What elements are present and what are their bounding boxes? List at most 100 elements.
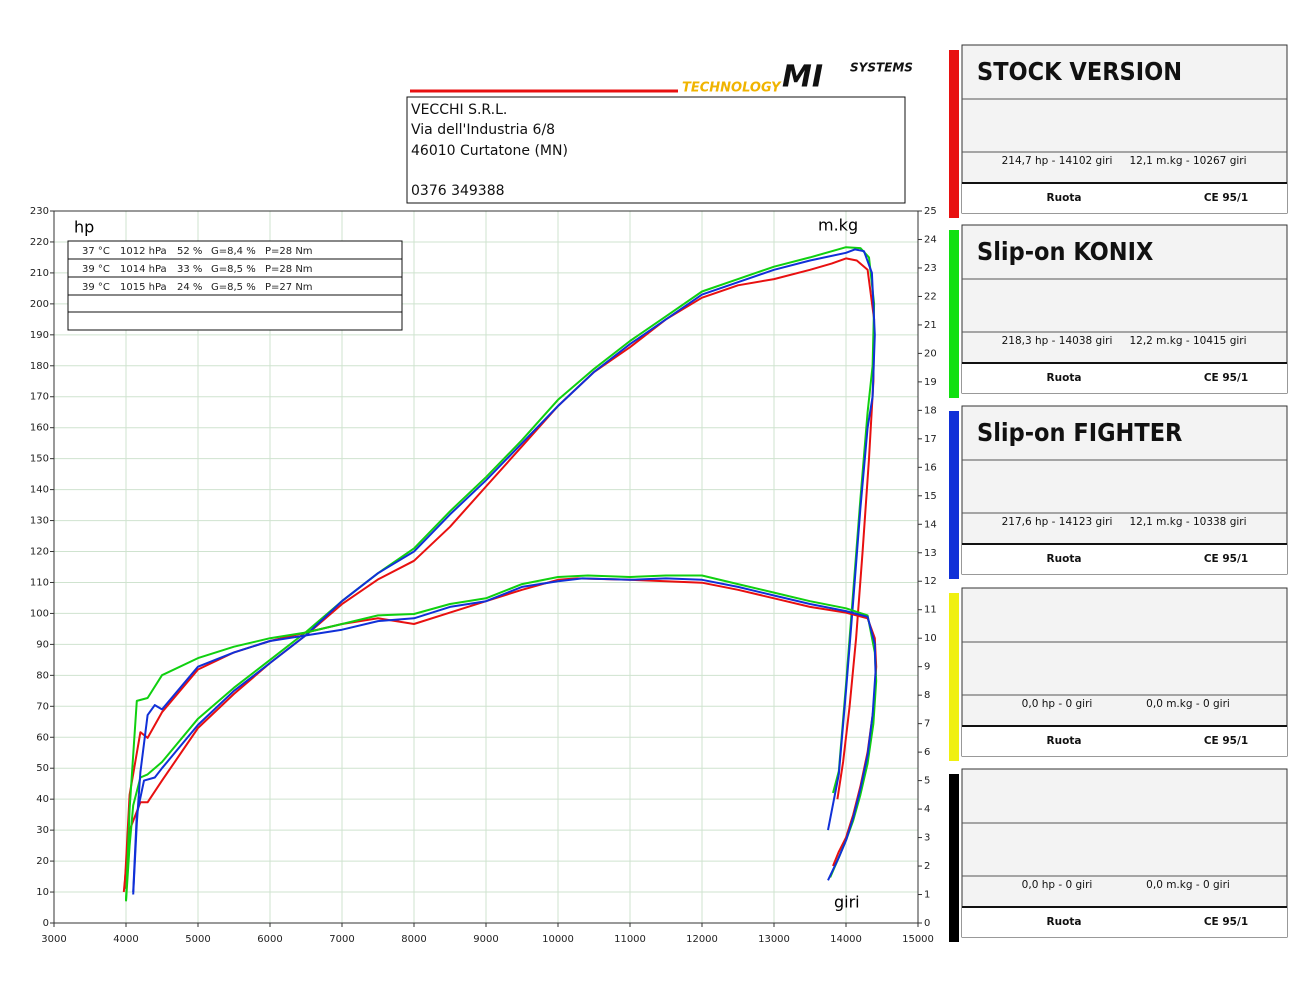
panel-torque: 12,1 m.kg - 10267 giri [1129,155,1246,167]
y2-tick-label: 21 [924,320,937,331]
y2-tick-label: 18 [924,405,937,416]
panel-mode: Ruota [1047,916,1082,928]
panel-title: STOCK VERSION [977,57,1182,86]
x-tick-label: 6000 [257,934,282,945]
curve [125,574,878,901]
conditions: 37 °C 1012 hPa 52 % G=8,4 % P=28 Nm 39 °C 1014… [82,246,313,293]
y2-tick-label: 16 [924,462,937,473]
y2-tick-label: 8 [924,690,930,701]
y2-tick-label: 23 [924,263,937,274]
curves [122,246,878,902]
grid-layer: 3000 4000 5000 6000 7000 8000 9000 10000 11000 12… [30,206,937,945]
color-bar [949,774,959,942]
panel-norm: CE 95/1 [1204,735,1248,747]
address-line: 0376 349388 [411,183,505,199]
y2-tick-label: 2 [924,861,930,872]
y-tick-label: 0 [43,918,49,929]
x-tick-label: 12000 [686,934,718,945]
y-tick-label: 60 [36,732,49,743]
panel-norm: CE 95/1 [1204,372,1248,384]
x-tick-label: 11000 [614,934,646,945]
curve [132,248,876,893]
y-tick-label: 230 [30,206,49,217]
x-axis-label: giri [834,893,860,912]
panel-mode: Ruota [1047,553,1082,565]
y2-tick-label: 10 [924,633,937,644]
x-tick-label: 9000 [473,934,498,945]
y2-tick-label: 3 [924,833,930,844]
x-tick-label: 13000 [758,934,790,945]
address-line: 46010 Curtatone (MN) [411,143,568,159]
condition-cell: 33 % [177,264,202,275]
condition-cell: 37 °C [82,246,110,257]
panel-mode: Ruota [1047,192,1082,204]
panel-torque: 0,0 m.kg - 0 giri [1146,879,1230,891]
y-tick-label: 110 [30,577,49,588]
y2-tick-label: 7 [924,719,930,730]
address-box [406,96,906,204]
y-axis-label: hp [74,218,94,237]
condition-cell: 39 °C [82,264,110,275]
x-tick-label: 10000 [542,934,574,945]
color-bar [949,411,959,579]
x-tick-label: 8000 [401,934,426,945]
panel-footer [962,364,1287,393]
panel-title: Slip-on FIGHTER [977,418,1182,447]
condition-cell: 52 % [177,246,202,257]
x-tick-label: 7000 [329,934,354,945]
y2-tick-label: 14 [924,519,937,530]
curve [122,257,876,893]
panel-torque: 0,0 m.kg - 0 giri [1146,698,1230,710]
logo-technology: TECHNOLOGY [682,81,782,96]
panel-mode: Ruota [1047,372,1082,384]
address-line: VECCHI S.R.L. [411,102,507,118]
condition-cell: G=8,5 % [211,264,256,275]
x-tick-label: 3000 [41,934,66,945]
y2-tick-label: 12 [924,576,937,587]
y2-tick-label: 25 [924,206,937,217]
address-line: Via dell'Industria 6/8 [411,122,555,138]
y-tick-label: 210 [30,268,49,279]
y-tick-label: 220 [30,237,49,248]
y-tick-label: 70 [36,701,49,712]
x-tick-label: 14000 [830,934,862,945]
x-tick-label: 4000 [113,934,138,945]
y2-tick-label: 0 [924,918,930,929]
logo-mi: MI [782,60,823,95]
y-tick-label: 170 [30,392,49,403]
y-tick-label: 20 [36,856,49,867]
y-tick-label: 180 [30,361,49,372]
y-tick-label: 150 [30,454,49,465]
logo-systems: SYSTEMS [850,61,913,75]
panel-norm: CE 95/1 [1204,192,1248,204]
y2-tick-label: 13 [924,548,937,559]
panel-power: 214,7 hp - 14102 giri [1002,155,1113,167]
y2-tick-label: 4 [924,804,930,815]
curve [132,577,877,895]
y2-tick-label: 9 [924,662,930,673]
panel-norm: CE 95/1 [1204,916,1248,928]
y-tick-label: 90 [36,639,49,650]
y2-tick-label: 17 [924,434,937,445]
panel-torque: 12,2 m.kg - 10415 giri [1129,335,1246,347]
y-tick-label: 80 [36,670,49,681]
y2-tick-label: 22 [924,291,937,302]
x-tick-label: 15000 [902,934,934,945]
y-tick-label: 100 [30,608,49,619]
panel-footer [962,727,1287,756]
panel-title: Slip-on KONIX [977,237,1153,266]
y-tick-label: 120 [30,547,49,558]
condition-cell: G=8,5 % [211,282,256,293]
panel-power: 218,3 hp - 14038 giri [1002,335,1113,347]
y-tick-label: 10 [36,887,49,898]
panel-power: 217,6 hp - 14123 giri [1002,516,1113,528]
y2-tick-label: 15 [924,491,937,502]
y2-tick-label: 24 [924,234,937,245]
y-tick-label: 130 [30,516,49,527]
condition-cell: 39 °C [82,282,110,293]
y2-tick-label: 11 [924,605,937,616]
panel-power: 0,0 hp - 0 giri [1022,698,1093,710]
panel-footer [962,908,1287,937]
panel-mode: Ruota [1047,735,1082,747]
